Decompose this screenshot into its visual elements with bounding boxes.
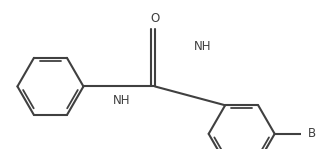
Text: NH: NH [193,40,211,53]
Text: NH: NH [113,94,131,107]
Text: Br: Br [308,127,316,140]
Text: O: O [150,12,160,25]
